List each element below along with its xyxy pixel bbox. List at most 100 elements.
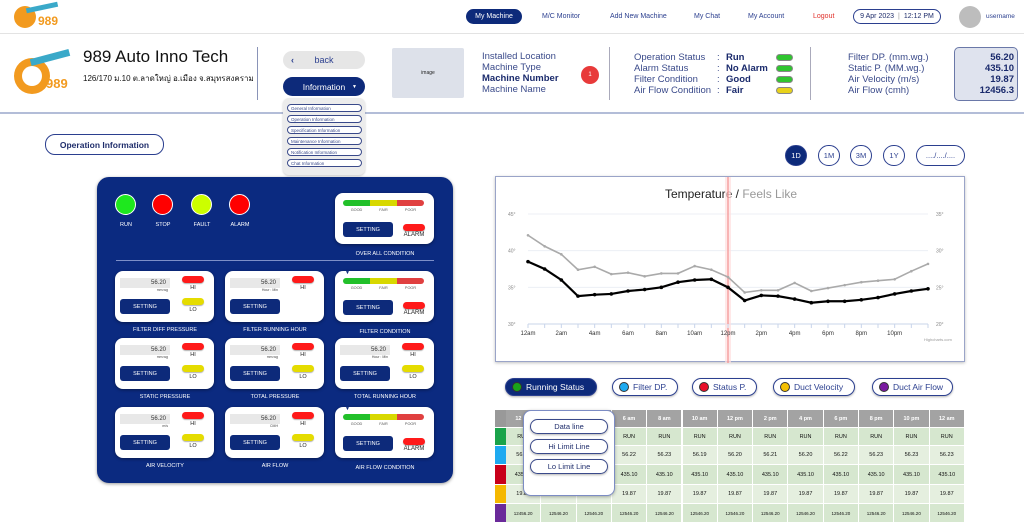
data-point[interactable] [659, 285, 664, 290]
data-point[interactable] [809, 300, 814, 305]
info-menu-item[interactable]: Specification Information [287, 126, 362, 134]
data-point[interactable] [843, 283, 846, 287]
legend-button[interactable]: Status P. [692, 378, 757, 396]
data-point[interactable] [543, 244, 546, 248]
data-point[interactable] [693, 264, 696, 268]
nav-my-chat[interactable]: My Chat [694, 13, 721, 20]
data-point[interactable] [860, 280, 863, 284]
data-point[interactable] [776, 288, 780, 292]
data-point[interactable] [792, 297, 797, 301]
legend-button[interactable]: Duct Air Flow [872, 378, 953, 396]
data-point[interactable] [793, 281, 796, 285]
setting-button[interactable]: SETTING [230, 366, 280, 381]
data-point[interactable] [526, 259, 530, 264]
line-option-button[interactable]: Hi Limit Line [530, 439, 608, 454]
data-point[interactable] [743, 291, 746, 294]
line-option-button[interactable]: Lo Limit Line [530, 459, 608, 474]
data-point[interactable] [893, 277, 896, 281]
data-point[interactable] [643, 275, 646, 278]
data-point[interactable] [892, 292, 897, 296]
data-point[interactable] [742, 298, 747, 303]
nav-my-machine[interactable]: My Machine [466, 9, 522, 24]
setting-button[interactable]: SETTING [230, 435, 280, 450]
header-separator [0, 112, 1024, 114]
data-point[interactable] [660, 272, 663, 275]
data-point[interactable] [560, 253, 563, 256]
setting-button[interactable]: SETTING [343, 300, 393, 315]
information-dropdown[interactable]: Information ▼ [283, 77, 365, 96]
data-point[interactable] [826, 286, 830, 290]
data-point[interactable] [559, 278, 564, 282]
nav-mc-monitor[interactable]: M/C Monitor [542, 13, 581, 20]
setting-button[interactable]: SETTING [120, 435, 170, 450]
info-menu-item[interactable]: General Information [287, 104, 362, 112]
data-point[interactable] [926, 287, 930, 291]
legend-button[interactable]: Running Status [505, 378, 597, 396]
data-point[interactable] [610, 272, 613, 276]
setting-button[interactable]: SETTING [120, 366, 170, 381]
data-point[interactable] [576, 268, 580, 272]
data-point[interactable] [626, 271, 630, 274]
data-point[interactable] [709, 277, 714, 282]
app-logo[interactable]: 989 [12, 1, 74, 30]
legend-button[interactable]: Filter DP. [612, 378, 678, 396]
data-point[interactable] [592, 292, 597, 297]
range-button[interactable]: 3M [850, 145, 872, 166]
range-button[interactable]: ..../..../.... [916, 145, 965, 166]
nav-my-account[interactable]: My Account [748, 13, 785, 20]
data-point[interactable] [642, 287, 647, 292]
username-label[interactable]: username [986, 13, 1015, 20]
data-point[interactable] [776, 294, 780, 298]
range-button[interactable]: 1Y [883, 145, 905, 166]
info-menu-item[interactable]: Operation Information [287, 115, 362, 123]
data-point[interactable] [859, 298, 864, 302]
data-point[interactable] [876, 295, 880, 300]
data-point[interactable] [759, 293, 764, 298]
chart-credit[interactable]: Highcharts.com [924, 337, 952, 342]
data-point[interactable] [726, 275, 730, 279]
setting-button[interactable]: SETTING [230, 299, 280, 314]
info-menu-item[interactable]: Chat Information [287, 159, 362, 167]
info-menu-item[interactable]: Maintenance Information [287, 137, 362, 145]
nav-add-new-machine[interactable]: Add New Machine [610, 13, 667, 20]
data-point[interactable] [542, 267, 547, 271]
setting-button[interactable]: SETTING [343, 436, 393, 451]
back-button[interactable]: ‹ back [283, 51, 365, 69]
data-point[interactable] [810, 289, 813, 293]
legend-button[interactable]: Duct Velocity [773, 378, 855, 396]
data-point[interactable] [710, 268, 713, 272]
data-point[interactable] [676, 272, 680, 275]
data-point[interactable] [842, 299, 847, 304]
data-point[interactable] [876, 279, 880, 283]
nav-logout[interactable]: Logout [813, 13, 835, 20]
value-display: 56.20 [120, 278, 170, 288]
data-point[interactable] [609, 292, 614, 296]
data-point[interactable] [826, 299, 830, 304]
data-point[interactable] [760, 288, 763, 292]
table-header-cell: 10 pm [894, 410, 930, 428]
data-point[interactable] [626, 289, 630, 293]
colon: : [717, 74, 720, 85]
data-point[interactable] [576, 294, 580, 298]
machine-info-labels: Installed Location Machine Type Machine … [482, 51, 559, 95]
setting-button[interactable]: SETTING [343, 222, 393, 237]
setting-button[interactable]: SETTING [340, 366, 390, 381]
data-point[interactable] [926, 262, 930, 266]
setting-button[interactable]: SETTING [120, 299, 170, 314]
data-point[interactable] [910, 269, 913, 273]
avatar[interactable] [959, 6, 981, 28]
table-cell: 19.87 [788, 485, 824, 504]
data-point[interactable] [909, 289, 914, 293]
info-menu-item[interactable]: Notification Information [287, 148, 362, 156]
data-point[interactable] [593, 265, 596, 269]
range-button[interactable]: 1M [818, 145, 840, 166]
data-point[interactable] [526, 233, 530, 237]
operation-information-tab[interactable]: Operation Information [45, 134, 164, 155]
range-button[interactable]: 1D [785, 145, 807, 166]
data-point[interactable] [692, 278, 697, 282]
data-point[interactable] [676, 280, 680, 284]
caret-down-icon: ▼ [352, 83, 357, 90]
lo-label: LO [299, 374, 307, 380]
data-point[interactable] [726, 285, 730, 290]
line-option-button[interactable]: Data line [530, 419, 608, 434]
